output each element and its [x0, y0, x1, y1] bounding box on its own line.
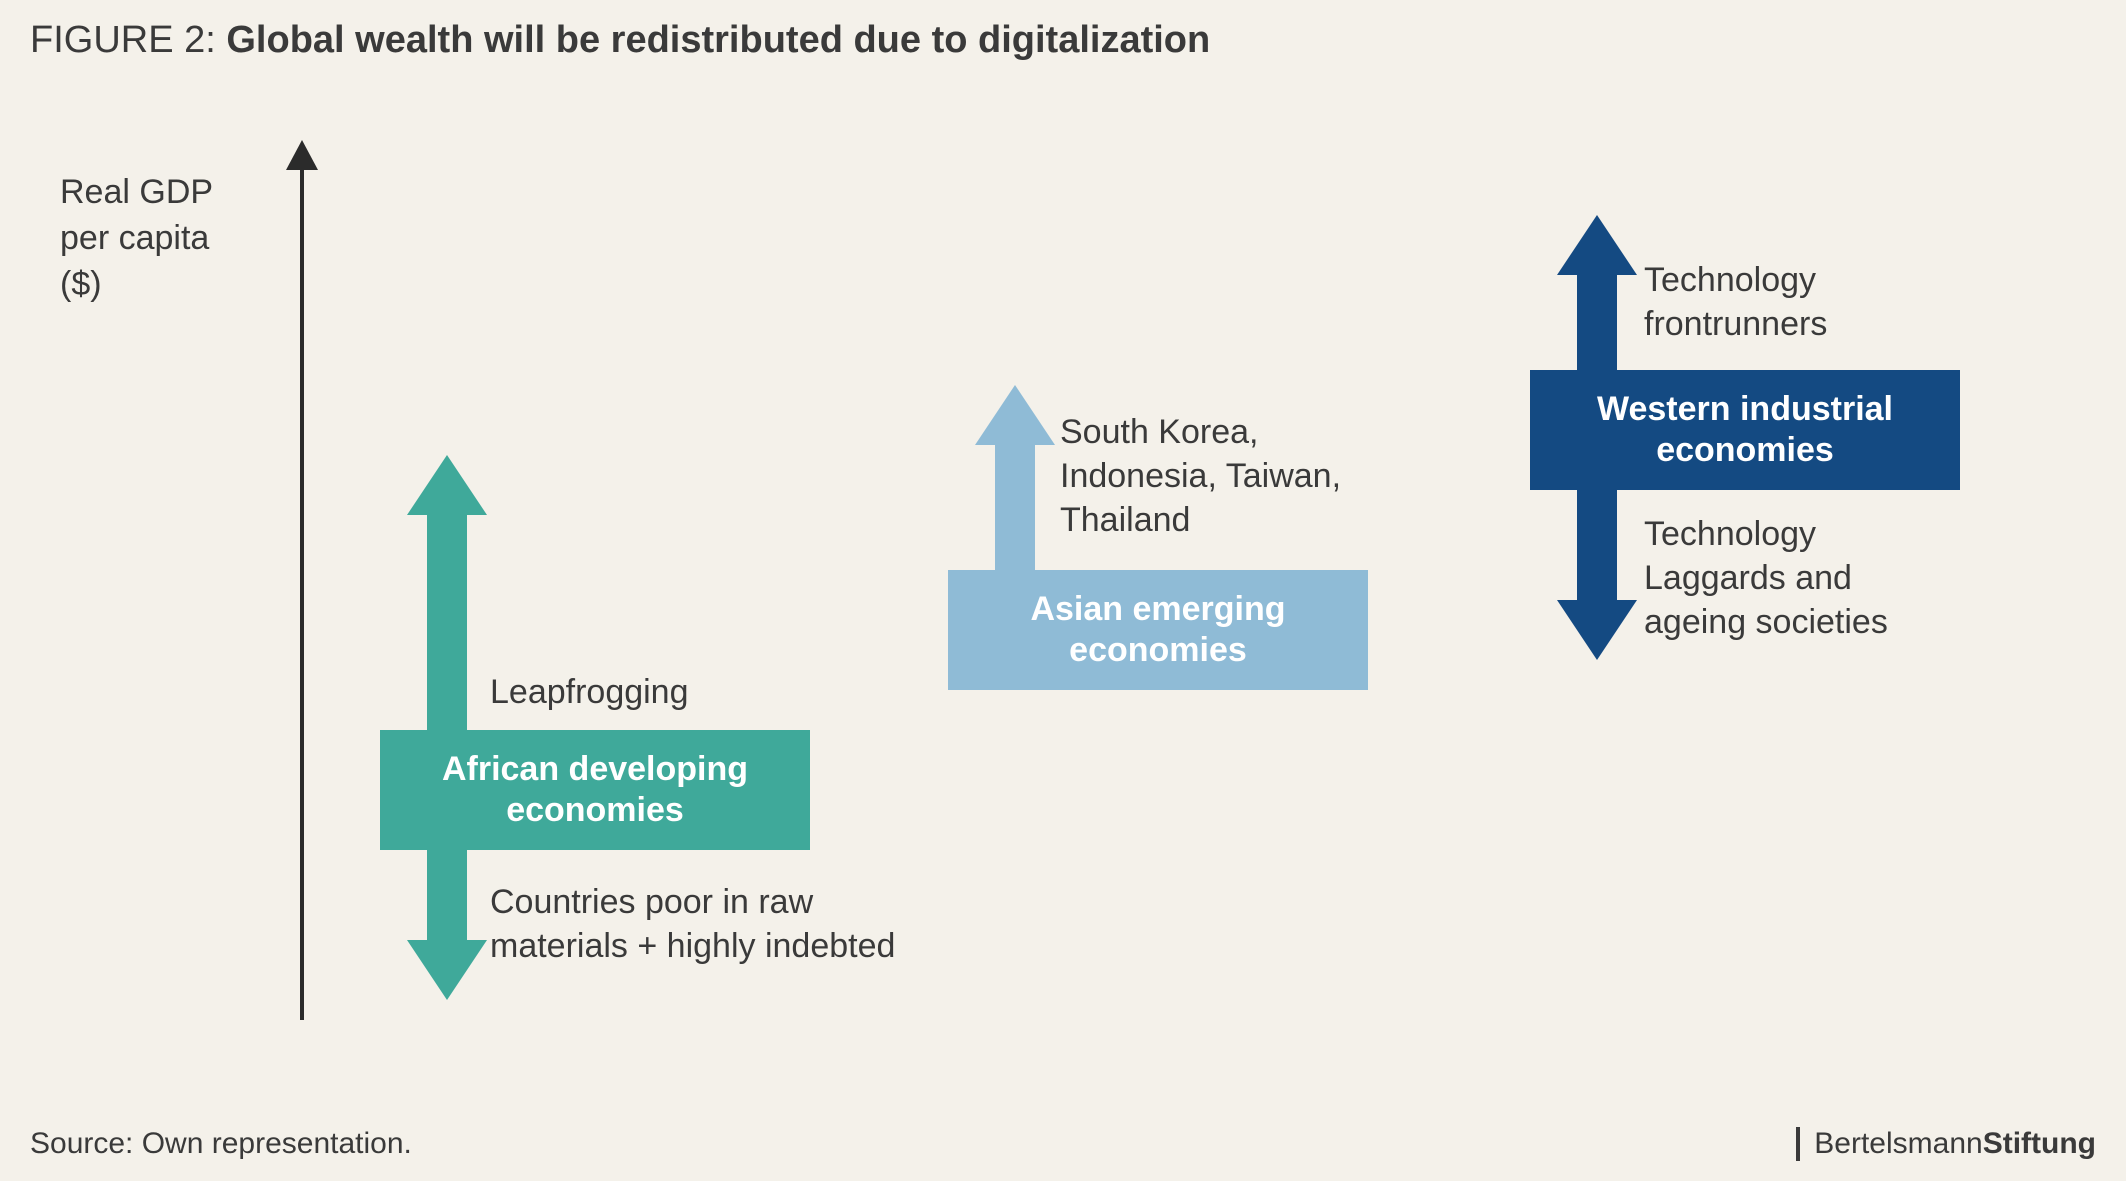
- arrow-up-head-icon-asian: [975, 385, 1055, 445]
- block-label-line1: Asian emerging: [1030, 589, 1285, 630]
- annotation-line: South Korea,: [1060, 410, 1341, 454]
- arrow-down-stem-african: [427, 850, 467, 940]
- annotation-line: Countries poor in raw: [490, 880, 895, 924]
- annotation-up-asian: South Korea,Indonesia, Taiwan,Thailand: [1060, 410, 1341, 543]
- block-label-line1: African developing: [442, 749, 748, 790]
- annotation-down-western: TechnologyLaggards andageing societies: [1644, 512, 1888, 645]
- y-axis-line: [300, 150, 304, 1020]
- y-axis-label-line3: ($): [60, 262, 213, 308]
- annotation-line: Technology: [1644, 512, 1888, 556]
- annotation-up-african: Leapfrogging: [490, 670, 689, 714]
- block-label-line2: economies: [1597, 430, 1893, 471]
- figure-title-text: Global wealth will be redistributed due …: [226, 19, 1210, 61]
- annotation-line: materials + highly indebted: [490, 924, 895, 968]
- block-african: African developingeconomies: [380, 730, 810, 850]
- annotation-line: Indonesia, Taiwan,: [1060, 454, 1341, 498]
- annotation-down-african: Countries poor in rawmaterials + highly …: [490, 880, 895, 968]
- attribution-bold: Stiftung: [1983, 1127, 2096, 1160]
- block-label-line1: Western industrial: [1597, 389, 1893, 430]
- arrow-up-head-icon-african: [407, 455, 487, 515]
- arrow-up-head-icon-western: [1557, 215, 1637, 275]
- source-text: Source: Own representation.: [30, 1127, 412, 1161]
- arrow-down-head-icon-african: [407, 940, 487, 1000]
- annotation-line: Technology: [1644, 258, 1827, 302]
- y-axis-label-line2: per capita: [60, 216, 213, 262]
- block-label-line2: economies: [1030, 630, 1285, 671]
- annotation-line: ageing societies: [1644, 600, 1888, 644]
- arrow-up-stem-asian: [995, 440, 1035, 570]
- figure-title: FIGURE 2: Global wealth will be redistri…: [30, 18, 1210, 64]
- attribution-light: Bertelsmann: [1814, 1127, 1982, 1160]
- annotation-line: Thailand: [1060, 498, 1341, 542]
- annotation-line: Laggards and: [1644, 556, 1888, 600]
- y-axis-label-line1: Real GDP: [60, 170, 213, 216]
- y-axis-label: Real GDP per capita ($): [60, 170, 213, 308]
- arrow-up-stem-western: [1577, 270, 1617, 370]
- arrow-up-stem-african: [427, 510, 467, 730]
- annotation-line: Leapfrogging: [490, 670, 689, 714]
- figure-number: FIGURE 2:: [30, 19, 226, 61]
- attribution: BertelsmannStiftung: [1796, 1127, 2096, 1161]
- y-axis-arrowhead-icon: [286, 140, 318, 170]
- block-western: Western industrialeconomies: [1530, 370, 1960, 490]
- block-label-line2: economies: [442, 790, 748, 831]
- arrow-down-head-icon-western: [1557, 600, 1637, 660]
- figure-canvas: FIGURE 2: Global wealth will be redistri…: [0, 0, 2126, 1181]
- block-asian: Asian emergingeconomies: [948, 570, 1368, 690]
- arrow-down-stem-western: [1577, 490, 1617, 600]
- annotation-line: frontrunners: [1644, 302, 1827, 346]
- annotation-up-western: Technologyfrontrunners: [1644, 258, 1827, 346]
